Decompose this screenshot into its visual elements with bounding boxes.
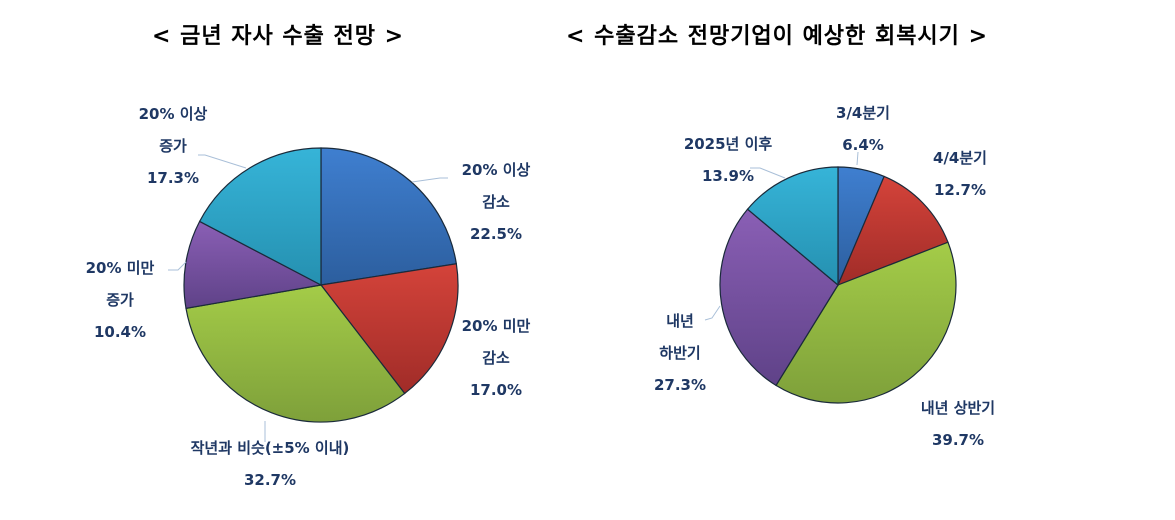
label-value: 27.3% [653,376,707,394]
label-text: 감소 [482,193,510,211]
left-pie-chart [183,147,459,423]
pie-slice [185,284,406,423]
label-text: 내년 상반기 [920,399,996,417]
pie-slice [836,175,949,287]
pie-slice [320,147,458,286]
label-text: 4/4분기 [933,149,987,167]
label-value: 6.4% [842,136,884,154]
label-value: 10.4% [93,323,147,341]
label-value: 22.5% [469,225,523,243]
pie-slice [319,263,459,395]
label-text: 20% 이상 [138,105,208,123]
pie-slice [183,220,323,310]
label-increase-under-20: 20% 미만 증가 10.4% [70,252,170,348]
leader-line [750,167,786,179]
label-text: 2025년 이후 [683,135,773,153]
label-text: 내년 [666,312,694,330]
right-pie-chart [719,166,957,404]
pie-slice [719,208,839,387]
label-decrease-over-20: 20% 이상 감소 22.5% [446,154,546,250]
label-text: 작년과 비슷(±5% 이내) [190,439,350,457]
label-increase-over-20: 20% 이상 증가 17.3% [123,98,223,194]
label-decrease-under-20: 20% 미만 감소 17.0% [446,310,546,406]
label-text: 감소 [482,349,510,367]
label-next-year-h2: 내년 하반기 27.3% [640,305,720,401]
leader-line [704,305,721,321]
leader-line [168,261,187,271]
pie-slice [198,147,322,286]
label-text: 20% 미만 [85,259,155,277]
label-q3: 3/4분기 6.4% [828,97,898,161]
leader-line [411,177,448,183]
leader-line [856,151,859,166]
label-value: 17.0% [469,381,523,399]
label-text: 20% 이상 [461,161,531,179]
label-value: 32.7% [243,471,297,489]
label-text: 3/4분기 [836,104,890,122]
leader-line [198,154,247,169]
left-chart-title: < 금년 자사 수출 전망 > [152,24,405,49]
pie-slice [746,166,839,287]
label-value: 13.9% [701,167,755,185]
label-value: 12.7% [933,181,987,199]
label-after-2025: 2025년 이후 13.9% [668,128,788,192]
label-q4: 4/4분기 12.7% [920,142,1000,206]
label-text: 하반기 [659,344,701,362]
label-next-year-h1: 내년 상반기 39.7% [898,392,1018,456]
label-text: 20% 미만 [461,317,531,335]
right-chart-title: < 수출감소 전망기업이 예상한 회복시기 > [566,24,989,49]
label-value: 39.7% [931,431,985,449]
label-similar: 작년과 비슷(±5% 이내) 32.7% [160,432,380,496]
label-value: 17.3% [146,169,200,187]
leader-lines [168,151,859,442]
pie-slice [775,241,957,404]
label-text: 증가 [106,291,134,309]
label-text: 증가 [159,137,187,155]
